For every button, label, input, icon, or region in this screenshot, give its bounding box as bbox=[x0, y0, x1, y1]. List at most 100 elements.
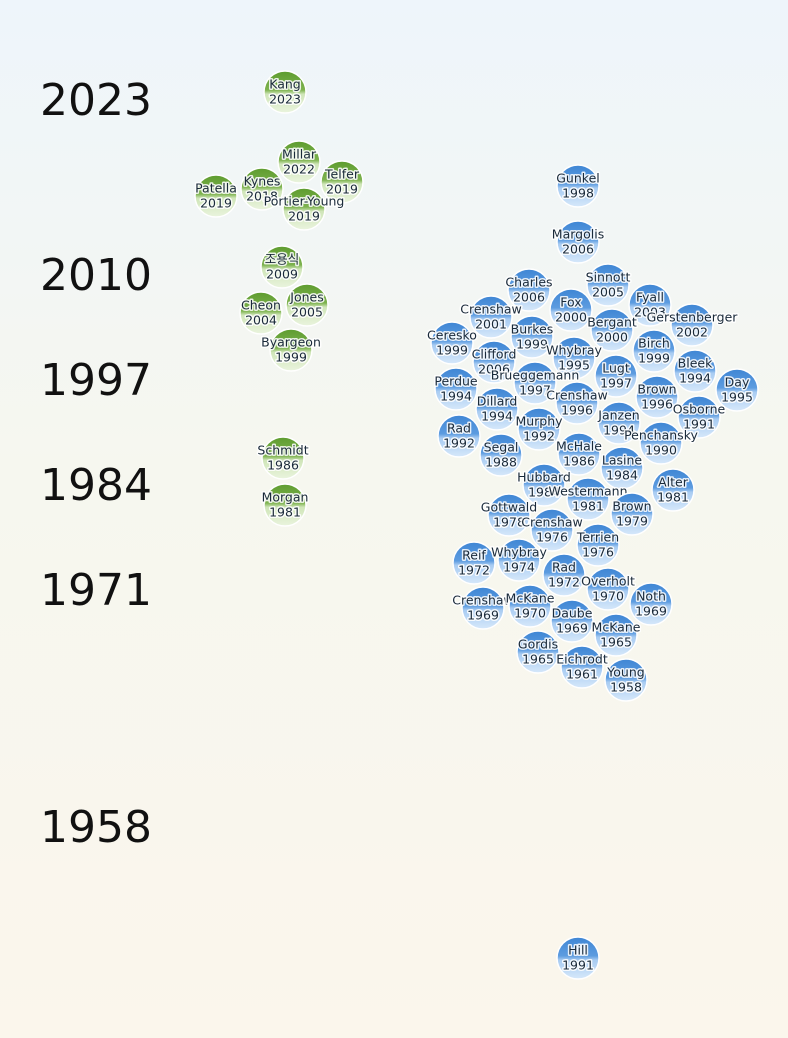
node-circle bbox=[590, 308, 634, 352]
node-name: Clifford bbox=[472, 347, 517, 362]
node-circle bbox=[629, 582, 673, 626]
node-name: Bleek bbox=[678, 356, 713, 371]
node-year: 1986 bbox=[267, 458, 299, 473]
node-circle bbox=[530, 508, 574, 552]
node-circle bbox=[549, 288, 593, 332]
node-circle bbox=[715, 368, 759, 412]
node-name: Charles bbox=[505, 275, 552, 290]
node-year: 1988 bbox=[485, 455, 517, 470]
node-name: Crenshaw bbox=[460, 302, 522, 317]
node-circle bbox=[635, 375, 679, 419]
node-year: 1990 bbox=[645, 443, 677, 458]
node-circle bbox=[555, 381, 599, 425]
node-circle bbox=[594, 354, 638, 398]
node-circle bbox=[507, 268, 551, 312]
node-circle bbox=[461, 586, 505, 630]
node-name: Janzen bbox=[597, 408, 639, 423]
node-circle bbox=[517, 407, 561, 451]
node-circle bbox=[269, 328, 313, 372]
node-name: Penchansky bbox=[624, 428, 698, 443]
node-year: 1986 bbox=[563, 454, 595, 469]
node-name: Daube bbox=[552, 606, 593, 621]
node-year: 2018 bbox=[246, 189, 278, 204]
node-circle bbox=[556, 936, 600, 980]
node-circle bbox=[508, 584, 552, 628]
node-name: Margolis bbox=[552, 227, 604, 242]
node-circle bbox=[594, 613, 638, 657]
node-year: 1979 bbox=[616, 514, 648, 529]
node-year: 2005 bbox=[592, 285, 624, 300]
node-name: Fox bbox=[560, 295, 581, 310]
node-year: 2006 bbox=[478, 362, 510, 377]
node-name: Kang bbox=[269, 77, 301, 92]
node-name: Perdue bbox=[434, 374, 478, 389]
axis-label: 2010 bbox=[40, 250, 152, 301]
node-circle bbox=[604, 658, 648, 702]
axis-label: 2023 bbox=[40, 75, 152, 126]
node-circle bbox=[479, 433, 523, 477]
node-year: 1958 bbox=[610, 680, 642, 695]
node-name: Segal bbox=[484, 440, 519, 455]
node-circle bbox=[673, 349, 717, 393]
node-year: 1997 bbox=[519, 383, 551, 398]
node-name: Hill bbox=[568, 943, 588, 958]
node-circle bbox=[566, 477, 610, 521]
node-name: McKane bbox=[506, 591, 555, 606]
node-circle bbox=[452, 541, 496, 585]
node-year: 1981 bbox=[572, 499, 604, 514]
node-year: 1996 bbox=[641, 397, 673, 412]
node-year: 1994 bbox=[603, 423, 635, 438]
node-year: 1995 bbox=[558, 358, 590, 373]
node-year: 1991 bbox=[683, 417, 715, 432]
node-circle bbox=[497, 538, 541, 582]
node-year: 2005 bbox=[291, 305, 323, 320]
node-year: 2006 bbox=[562, 242, 594, 257]
node-name: Reif bbox=[462, 548, 486, 563]
node-year: 2022 bbox=[283, 162, 315, 177]
node-year: 1992 bbox=[523, 429, 555, 444]
node-name: Whybray bbox=[546, 343, 602, 358]
node-name: Lasine bbox=[602, 453, 643, 468]
node-circle bbox=[277, 140, 321, 184]
node-circle bbox=[510, 315, 554, 359]
node-circle bbox=[430, 321, 474, 365]
node-name: Bergant bbox=[587, 315, 637, 330]
node-name: Morgan bbox=[262, 490, 309, 505]
node-name: Brueggemann bbox=[491, 368, 580, 383]
node-circle bbox=[632, 329, 676, 373]
node-name: Brown bbox=[612, 499, 651, 514]
node-circle bbox=[261, 436, 305, 480]
node-year: 1997 bbox=[600, 376, 632, 391]
node-circle bbox=[513, 361, 557, 405]
node-circle bbox=[610, 492, 654, 536]
node-name: Alter bbox=[658, 475, 689, 490]
node-name: McKane bbox=[592, 620, 641, 635]
node-circle bbox=[576, 523, 620, 567]
